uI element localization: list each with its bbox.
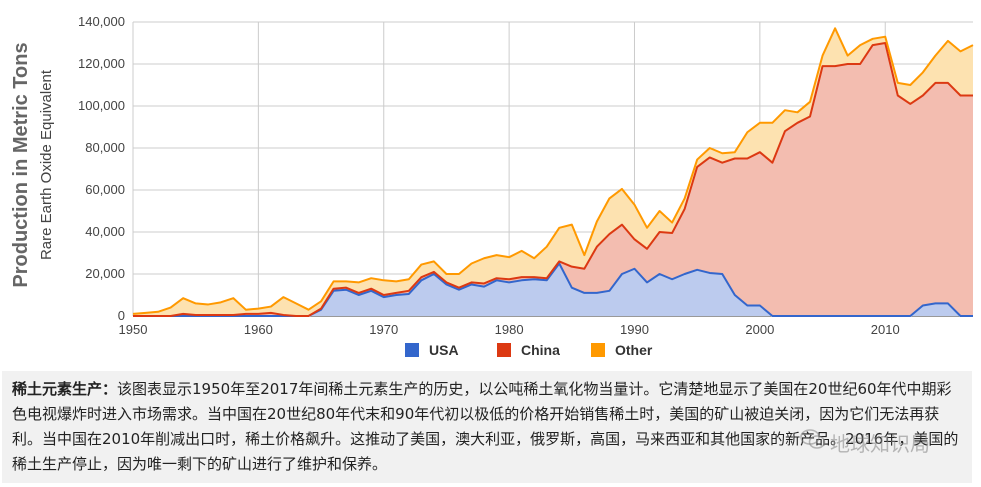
caption-box: 稀土元素生产：该图表显示1950年至2017年间稀土元素生产的历史，以公吨稀土氧… bbox=[2, 371, 972, 483]
series-lines bbox=[132, 27, 974, 317]
legend-label-china: China bbox=[521, 342, 560, 358]
y-axis-subtitle: Rare Earth Oxide Equivalent bbox=[38, 69, 55, 260]
x-tick-label: 1950 bbox=[119, 322, 148, 337]
x-tick-label: 1980 bbox=[495, 322, 524, 337]
y-axis-ticks: 0 20,000 40,000 60,000 80,000 100,000 120,000 1… bbox=[78, 14, 125, 323]
y-tick-label: 100,000 bbox=[78, 98, 125, 113]
caption-body: 该图表显示1950年至2017年间稀土元素生产的历史，以公吨稀土氧化物当量计。它… bbox=[12, 380, 959, 473]
y-tick-label: 140,000 bbox=[78, 14, 125, 29]
y-tick-label: 20,000 bbox=[85, 266, 125, 281]
area-usa bbox=[133, 263, 973, 316]
x-axis-ticks: 1950 1960 1970 1980 1990 2000 2010 bbox=[119, 322, 900, 337]
legend-swatch-other bbox=[591, 343, 605, 357]
legend-label-usa: USA bbox=[429, 342, 459, 358]
legend-swatch-usa bbox=[405, 343, 419, 357]
y-axis-title: Production in Metric Tons bbox=[10, 42, 32, 287]
x-tick-label: 2010 bbox=[871, 322, 900, 337]
area-china bbox=[133, 43, 973, 316]
legend-label-other: Other bbox=[615, 342, 653, 358]
x-tick-label: 1970 bbox=[369, 322, 398, 337]
line-usa bbox=[133, 262, 973, 317]
y-tick-label: 60,000 bbox=[85, 182, 125, 197]
y-tick-label: 40,000 bbox=[85, 224, 125, 239]
y-tick-label: 80,000 bbox=[85, 140, 125, 155]
production-chart: 1950 1960 1970 1980 1990 2000 2010 0 20,000 40,0… bbox=[10, 14, 974, 358]
line-china bbox=[133, 42, 973, 317]
caption-lead: 稀土元素生产： bbox=[12, 380, 118, 398]
y-tick-label: 120,000 bbox=[78, 56, 125, 71]
y-tick-label: 0 bbox=[118, 308, 125, 323]
legend: USA China Other bbox=[405, 342, 653, 358]
x-tick-label: 1990 bbox=[620, 322, 649, 337]
x-tick-label: 2000 bbox=[745, 322, 774, 337]
line-other bbox=[132, 27, 974, 315]
legend-swatch-china bbox=[497, 343, 511, 357]
x-tick-label: 1960 bbox=[244, 322, 273, 337]
